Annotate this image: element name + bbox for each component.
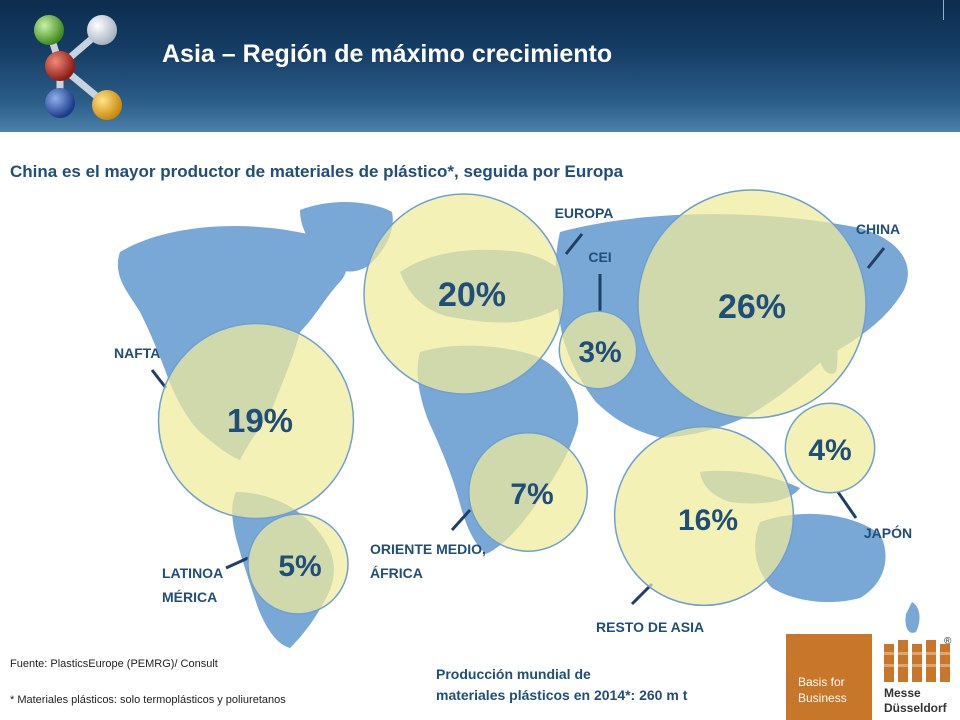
messe-line-1: Messe: [884, 686, 921, 700]
bubble-europa: [363, 193, 565, 395]
region-label-nafta: NAFTA: [114, 345, 160, 361]
value-label-resto-de-asia: 16%: [678, 504, 738, 537]
region-label-latinoamerica-1: LATINOA: [162, 565, 223, 581]
header-banner: Asia – Región de máximo crecimiento: [0, 0, 960, 132]
bubble-nafta: [157, 322, 355, 520]
region-labels: CHINA EUROPA NAFTA RESTO DE ASIA ORIENTE MED…: [114, 205, 912, 635]
value-label-latinoamerica: 5%: [278, 550, 321, 583]
footnote: * Materiales plásticos: solo termoplásti…: [10, 694, 286, 706]
registered-mark: ®: [944, 636, 952, 647]
value-label-nafta: 19%: [227, 402, 293, 439]
region-label-oriente-medio-africa-1: ORIENTE MEDIO,: [370, 541, 486, 557]
value-label-oriente-medio-africa: 7%: [510, 478, 553, 511]
header-divider: [943, 0, 944, 20]
value-label-china: 26%: [718, 288, 786, 326]
connector-europa: [564, 233, 584, 255]
region-bubbles: 26% 20% 19% 16% 7% 5% 4% 3%: [157, 189, 876, 615]
basis-line-1: Basis for: [798, 675, 845, 689]
basis-line-2: Business: [798, 691, 847, 705]
messe-line-2: Düsseldorf: [884, 701, 947, 715]
production-line-2: materiales plásticos en 2014*: 260 m t: [436, 687, 688, 703]
bubble-latinoamerica: [247, 513, 349, 615]
bubble-oriente-medio-africa: [468, 432, 588, 552]
region-label-europa: EUROPA: [555, 205, 614, 221]
k-molecule-logo: [34, 15, 122, 120]
messe-dusseldorf-text: Messe Düsseldorf: [884, 686, 947, 716]
region-label-latinoamerica-2: MÉRICA: [162, 589, 217, 605]
region-label-resto-de-asia: RESTO DE ASIA: [596, 619, 704, 635]
basis-for-business-text: Basis for Business: [798, 674, 847, 706]
messe-logo-icon: [884, 640, 950, 682]
source-note: Fuente: PlasticsEurope (PEMRG)/ Consult: [10, 658, 218, 670]
connector-oriente-medio-africa: [450, 508, 472, 532]
region-label-japon: JAPÓN: [864, 524, 912, 541]
connector-china: [866, 247, 886, 269]
region-label-oriente-medio-africa-2: ÁFRICA: [370, 565, 423, 581]
bubble-resto-de-asia: [613, 425, 795, 607]
connector-japon: [836, 491, 858, 519]
production-line-1: Producción mundial de: [436, 666, 591, 682]
value-label-japon: 4%: [808, 434, 851, 467]
connector-nafta: [150, 369, 168, 389]
region-label-cei: CEI: [588, 249, 611, 265]
map-greenland: [300, 201, 393, 272]
page-title: Asia – Región de máximo crecimiento: [162, 40, 613, 68]
connector-lines: [150, 233, 886, 606]
bubble-cei: [558, 310, 638, 390]
connector-latinoamerica: [225, 556, 249, 570]
region-label-china: CHINA: [856, 221, 900, 237]
basis-for-business-logo: Basis for Business: [786, 634, 872, 720]
map-new-zealand: [905, 602, 920, 633]
bubble-china: [637, 189, 867, 419]
production-summary: Producción mundial de materiales plástic…: [436, 664, 776, 706]
value-label-europa: 20%: [438, 276, 506, 314]
value-label-cei: 3%: [578, 336, 621, 369]
connector-resto-de-asia: [630, 582, 654, 606]
bubble-japon: [784, 402, 876, 494]
chart-subtitle: China es el mayor productor de materiale…: [10, 162, 624, 181]
